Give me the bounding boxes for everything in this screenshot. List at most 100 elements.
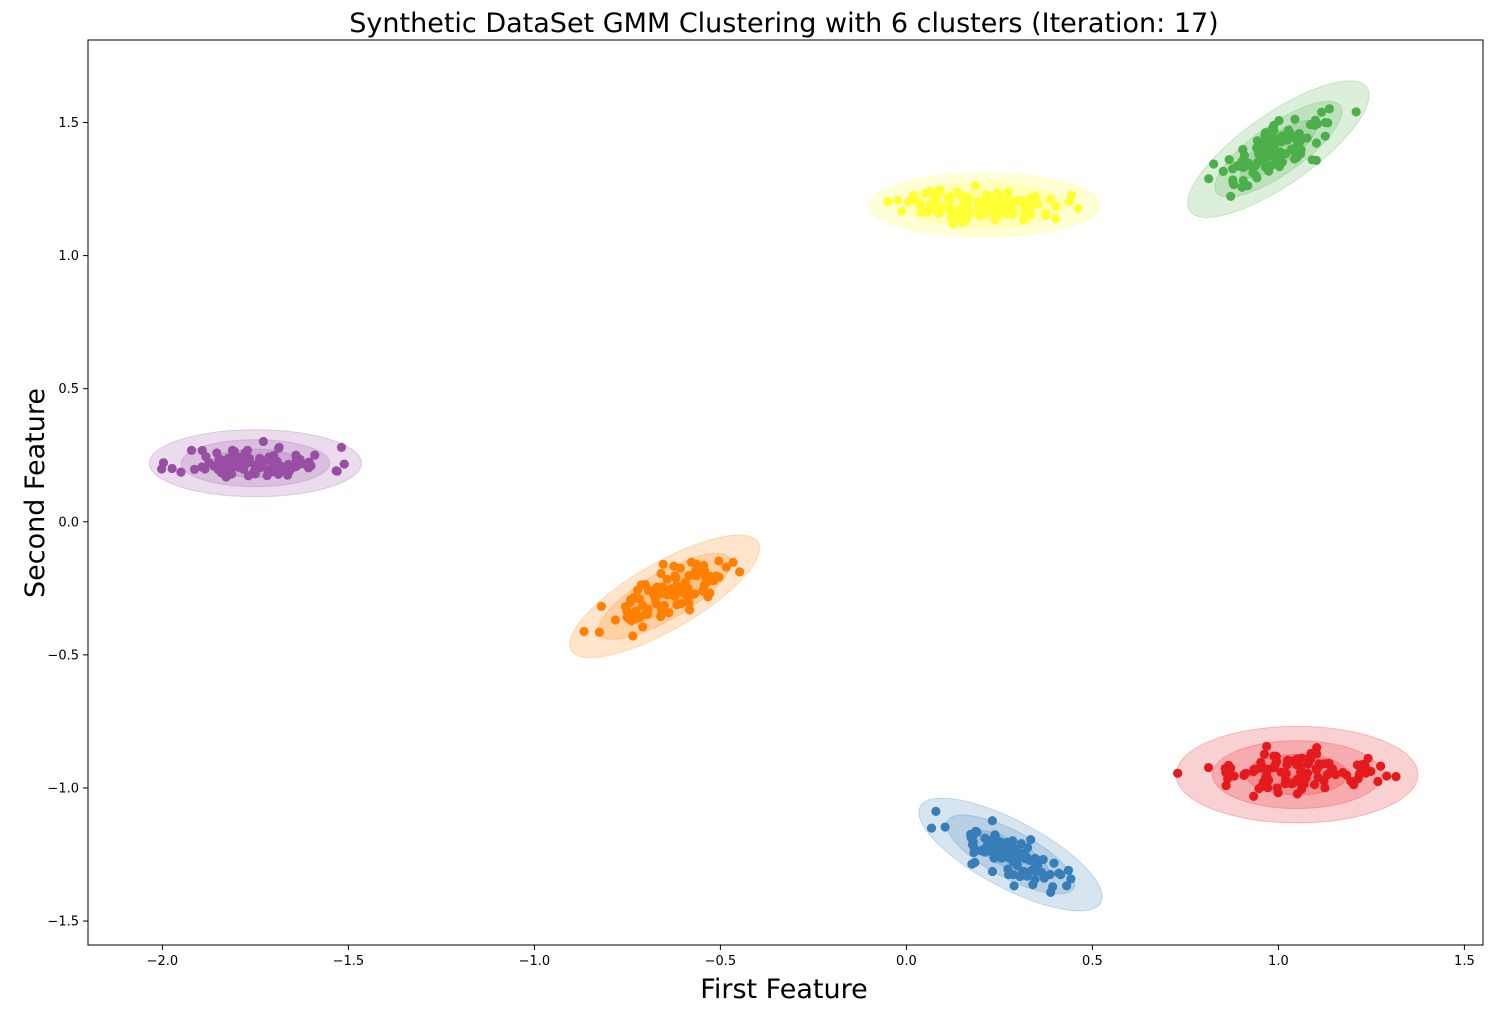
- data-point: [1051, 201, 1061, 212]
- data-point: [255, 456, 265, 466]
- data-point: [1063, 865, 1074, 875]
- data-point: [197, 462, 207, 472]
- data-point: [1045, 869, 1055, 880]
- data-point: [1003, 187, 1013, 197]
- data-point: [1008, 836, 1018, 846]
- data-point: [945, 201, 955, 211]
- data-point: [1249, 764, 1260, 774]
- data-point: [1302, 133, 1312, 143]
- data-point: [1218, 166, 1228, 176]
- data-point: [1173, 768, 1183, 778]
- data-point: [896, 206, 907, 216]
- data-point: [1238, 144, 1248, 155]
- data-point: [631, 606, 641, 616]
- cluster-1: [148, 429, 362, 498]
- data-point: [291, 461, 301, 472]
- data-point: [1026, 201, 1036, 212]
- data-point: [949, 219, 959, 229]
- y-tick-label: 1.5: [58, 116, 79, 131]
- data-point: [1229, 771, 1239, 781]
- x-tick-label: 0.5: [1082, 954, 1103, 969]
- x-tick-label: −1.0: [519, 954, 551, 969]
- data-point: [952, 187, 962, 197]
- data-point: [1268, 143, 1278, 153]
- data-point: [626, 594, 636, 605]
- data-point: [1228, 178, 1238, 188]
- data-point: [1237, 182, 1247, 192]
- data-point: [1252, 136, 1262, 146]
- data-point: [728, 557, 738, 567]
- data-point: [1049, 858, 1059, 868]
- data-point: [676, 598, 686, 609]
- data-point: [684, 598, 694, 608]
- data-point: [673, 583, 684, 593]
- data-point: [229, 455, 239, 465]
- data-point: [664, 608, 674, 618]
- data-point: [634, 594, 645, 604]
- data-point: [1016, 839, 1026, 849]
- data-point: [594, 627, 604, 637]
- data-point: [1062, 881, 1072, 891]
- data-point: [989, 853, 999, 863]
- y-axis-label: Second Feature: [20, 388, 51, 598]
- data-point: [1292, 789, 1302, 799]
- data-point: [656, 568, 666, 579]
- data-point: [958, 218, 968, 228]
- data-point: [1282, 760, 1292, 770]
- data-point: [339, 459, 349, 469]
- data-point: [262, 470, 272, 481]
- data-point: [662, 574, 672, 584]
- data-point: [1264, 166, 1274, 176]
- data-point: [1311, 155, 1321, 165]
- y-tick-label: −1.0: [47, 781, 79, 796]
- data-point: [989, 832, 1000, 842]
- data-point: [229, 446, 240, 457]
- x-tick-label: 1.5: [1454, 954, 1475, 969]
- data-point: [967, 840, 978, 850]
- data-point: [1220, 763, 1230, 774]
- data-point: [244, 453, 254, 463]
- data-point: [1203, 762, 1214, 773]
- data-point: [1320, 117, 1331, 128]
- data-point: [1376, 761, 1386, 771]
- data-point: [1312, 749, 1322, 759]
- data-point: [336, 442, 347, 452]
- y-axis: −1.5 −1.0 −0.5 0.0 0.5 1.0 1.5: [47, 116, 88, 930]
- data-point: [658, 582, 668, 592]
- data-point: [1056, 870, 1066, 880]
- data-point: [1221, 780, 1231, 791]
- data-point: [998, 199, 1008, 209]
- data-point: [1038, 854, 1048, 865]
- data-point: [1330, 769, 1341, 780]
- data-point: [685, 605, 695, 615]
- data-point: [304, 457, 314, 467]
- data-point: [1320, 783, 1330, 793]
- data-point: [628, 631, 638, 641]
- plot-frame: [87, 39, 1484, 946]
- data-point: [931, 806, 941, 816]
- data-point: [1030, 853, 1040, 863]
- data-point: [1262, 741, 1272, 752]
- data-point: [904, 196, 914, 207]
- data-point: [242, 445, 253, 456]
- x-tick-label: 0.0: [896, 954, 917, 969]
- data-point: [1273, 788, 1283, 798]
- data-point: [186, 445, 197, 455]
- data-point: [912, 196, 923, 207]
- data-point: [1264, 775, 1274, 785]
- data-point: [893, 195, 903, 205]
- y-tick-label: 1.0: [58, 249, 79, 264]
- data-point: [283, 470, 293, 480]
- data-point: [648, 589, 659, 599]
- data-point: [1296, 148, 1306, 159]
- plot-area: [148, 80, 1419, 912]
- x-tick-label: 1.0: [1268, 954, 1289, 969]
- data-point: [332, 466, 342, 476]
- data-point: [1253, 157, 1263, 167]
- data-point: [1312, 742, 1322, 753]
- data-point: [1073, 203, 1083, 214]
- data-point: [967, 832, 978, 842]
- y-tick-label: −0.5: [47, 648, 79, 663]
- data-point: [1282, 135, 1292, 145]
- data-point: [273, 469, 284, 479]
